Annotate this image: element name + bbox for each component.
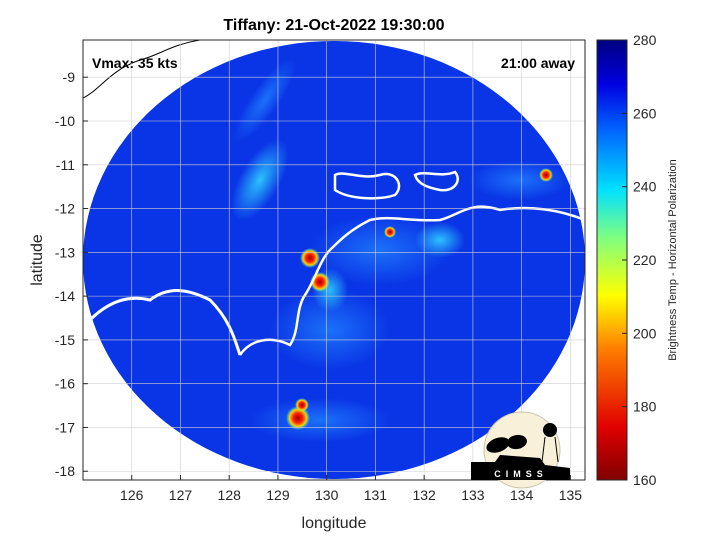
x-tick-label: 126 — [120, 487, 144, 503]
x-tick-label: 130 — [315, 487, 339, 503]
x-axis-label: longitude — [302, 515, 367, 532]
y-tick-label: -15 — [55, 332, 75, 348]
colorbar-ticks: 280 260 240 220 200 180 160 — [622, 32, 657, 488]
coastline-outside — [83, 40, 201, 99]
swath — [83, 40, 585, 479]
x-tick-label: 132 — [412, 487, 436, 503]
colorbar-tick-label: 200 — [633, 325, 657, 341]
cimss-logo: CIMSS — [471, 411, 570, 489]
x-tick-label: 127 — [169, 487, 193, 503]
y-tick-label: -12 — [55, 201, 75, 217]
time-away-label: 21:00 away — [501, 55, 575, 71]
y-tick-label: -17 — [55, 419, 75, 435]
x-tick-label: 134 — [510, 487, 534, 503]
grid — [83, 40, 585, 480]
colorbar-tick-label: 180 — [633, 399, 657, 415]
coastline — [238, 205, 585, 356]
x-tick-label: 133 — [461, 487, 485, 503]
y-tick-label: -13 — [55, 244, 75, 260]
logo-text: CIMSS — [494, 469, 548, 479]
y-tick-label: -18 — [55, 463, 75, 479]
x-tick-label: 129 — [266, 487, 290, 503]
y-tick-label: -16 — [55, 376, 75, 392]
y-axis: -9 -10 -11 -12 -13 -14 -15 -16 -17 -18 — [55, 69, 88, 479]
y-tick-label: -11 — [56, 157, 75, 173]
colorbar-tick-label: 280 — [633, 32, 657, 48]
plot-title: Tiffany: 21-Oct-2022 19:30:00 — [223, 17, 444, 34]
colorbar-tick-label: 240 — [633, 179, 657, 195]
colorbar-tick-label: 220 — [633, 252, 657, 268]
plot-axes — [82, 39, 586, 481]
colorbar-tick-label: 260 — [633, 105, 657, 121]
x-tick-label: 128 — [218, 487, 242, 503]
x-tick-label: 135 — [559, 487, 583, 503]
vmax-label: Vmax: 35 kts — [92, 55, 178, 71]
colorbar-tick-label: 160 — [633, 472, 657, 488]
y-tick-label: -10 — [55, 113, 75, 129]
y-tick-label: -14 — [55, 288, 75, 304]
x-axis: 126 127 128 129 130 131 132 133 134 135 — [120, 475, 582, 503]
x-tick-label: 131 — [364, 487, 388, 503]
y-axis-label: latitude — [29, 234, 46, 286]
colorbar-label: Brightness Temp - Horizontal Polarizatio… — [667, 159, 679, 361]
y-tick-label: -9 — [63, 69, 76, 85]
